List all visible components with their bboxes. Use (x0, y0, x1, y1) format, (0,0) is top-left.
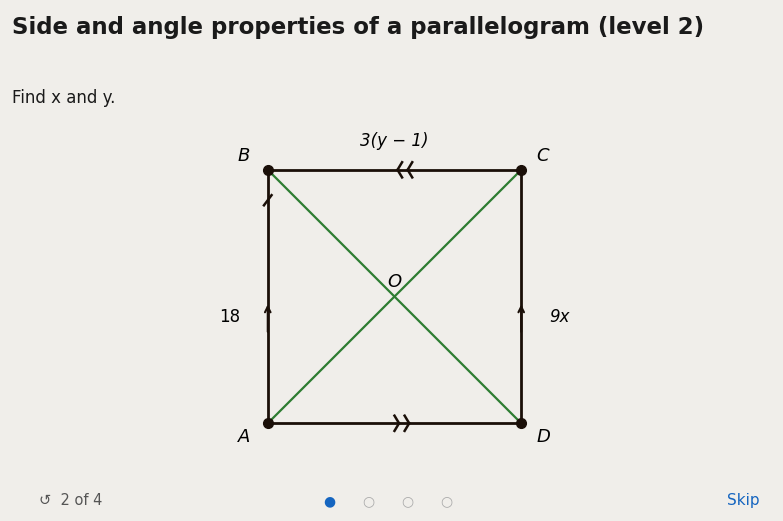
Text: D: D (536, 428, 550, 446)
Text: ○: ○ (401, 494, 413, 508)
Text: 3(y − 1): 3(y − 1) (360, 131, 429, 150)
Text: ○: ○ (362, 494, 374, 508)
Text: ●: ● (323, 494, 335, 508)
Text: B: B (237, 147, 250, 165)
Text: O: O (388, 274, 402, 291)
Text: A: A (237, 428, 250, 446)
Text: ↺  2 of 4: ↺ 2 of 4 (39, 493, 103, 508)
Text: 9x: 9x (549, 308, 569, 326)
Text: C: C (536, 147, 549, 165)
Text: Find x and y.: Find x and y. (12, 89, 115, 107)
Text: Skip: Skip (727, 493, 760, 508)
Text: ○: ○ (440, 494, 453, 508)
Text: Side and angle properties of a parallelogram (level 2): Side and angle properties of a parallelo… (12, 16, 704, 39)
Text: 18: 18 (219, 308, 240, 326)
